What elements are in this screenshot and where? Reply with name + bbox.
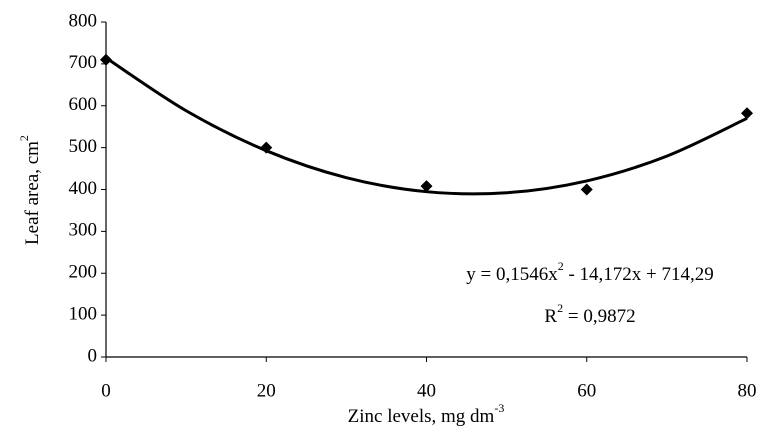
y-tick-label: 300 (69, 220, 98, 241)
data-point (260, 141, 273, 154)
x-label-part: Zinc levels, mg dm (348, 406, 495, 427)
data-point (100, 53, 112, 66)
equation-part: - 14,172x + 714,29 (564, 264, 714, 285)
x-axis-label: Zinc levels, mg dm-3 (348, 401, 505, 428)
data-point (420, 180, 433, 193)
r-squared-exponent: 2 (557, 301, 563, 315)
y-tick-label: 100 (69, 303, 98, 324)
x-label-exponent: -3 (494, 401, 504, 415)
x-tick-label: 60 (577, 380, 596, 401)
y-axis-label: Leaf area, cm2 (17, 135, 44, 245)
equation-exponent: 2 (558, 259, 564, 273)
y-tick-label: 0 (88, 345, 98, 366)
y-tick-label: 400 (69, 178, 98, 199)
r-squared: R2 = 0,9872 (544, 301, 635, 328)
trend-line (105, 56, 748, 196)
x-tick-label: 0 (101, 380, 111, 401)
r-squared-part: R (544, 306, 557, 327)
y-tick-label: 800 (69, 10, 98, 31)
y-tick-label: 700 (69, 52, 98, 73)
r-squared-part: = 0,9872 (563, 306, 635, 327)
x-tick-label: 40 (417, 380, 436, 401)
data-point (741, 107, 753, 120)
equation-part: y = 0,1546x (466, 264, 558, 285)
x-tick-label: 80 (738, 380, 757, 401)
y-tick-label: 600 (69, 94, 98, 115)
y-tick-label: 500 (69, 136, 98, 157)
data-point (580, 183, 593, 196)
y-label-part: Leaf area, cm (22, 141, 43, 245)
y-tick-label: 200 (69, 262, 98, 283)
y-label-exponent: 2 (17, 135, 31, 141)
x-tick-label: 20 (257, 380, 276, 401)
trend-equation: y = 0,1546x2 - 14,172x + 714,29 (466, 259, 714, 286)
